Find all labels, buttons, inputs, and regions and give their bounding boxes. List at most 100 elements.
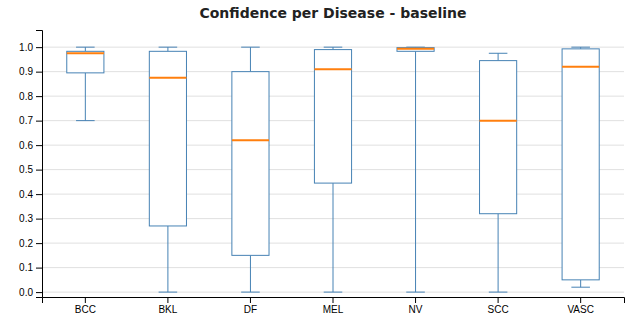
cap-high — [76, 47, 95, 48]
box-group — [397, 47, 434, 292]
x-tick: DF — [244, 297, 257, 315]
cap-low — [241, 292, 260, 293]
x-tick-mark — [167, 297, 168, 303]
median — [149, 77, 186, 79]
x-tick: MEL — [323, 297, 344, 315]
box-group — [232, 47, 269, 292]
x-axis: BCC BKL DF MEL NV SCC VASC — [43, 297, 625, 315]
x-tick-mark — [415, 297, 416, 303]
box-group — [480, 53, 517, 292]
chart: Confidence per Disease - baseline0.00.10… — [0, 0, 640, 323]
x-tick: VASC — [567, 297, 594, 315]
x-tick-mark — [333, 297, 334, 303]
y-tick: 0.5 — [19, 164, 42, 175]
y-tick-label: 0.0 — [19, 287, 33, 298]
y-tick-label: 0.3 — [19, 213, 33, 224]
y-tick-label: 0.6 — [19, 140, 33, 151]
cap-low — [406, 292, 425, 293]
cap-low — [489, 292, 508, 293]
x-tick-label: SCC — [488, 304, 509, 315]
x-tick-label: VASC — [567, 304, 594, 315]
median — [232, 139, 269, 141]
boxes — [67, 47, 599, 292]
y-tick-mark — [36, 170, 42, 171]
box-group — [149, 47, 186, 292]
median — [67, 52, 104, 54]
whisker-high — [250, 47, 251, 71]
cap-high — [159, 47, 178, 48]
grid-line — [42, 47, 624, 48]
whisker-high — [498, 53, 499, 60]
y-tick-label: 0.5 — [19, 164, 33, 175]
box-group — [314, 47, 351, 292]
whisker-low — [580, 280, 581, 287]
cap-low — [159, 292, 178, 293]
box — [397, 48, 434, 52]
x-tick-mark — [580, 297, 581, 303]
y-tick-label: 1.0 — [19, 42, 33, 53]
whisker-high — [85, 47, 86, 51]
y-tick-mark — [36, 268, 42, 269]
grid-line — [42, 292, 624, 293]
box-group — [562, 47, 599, 287]
whisker-low — [498, 214, 499, 292]
whisker-low — [167, 226, 168, 292]
y-tick-mark — [36, 243, 42, 244]
whisker-low — [333, 183, 334, 292]
median — [397, 48, 434, 50]
title: Confidence per Disease - baseline — [199, 5, 466, 21]
cap-high — [571, 47, 590, 48]
box — [314, 50, 351, 184]
median — [480, 120, 517, 122]
y-tick-mark — [36, 47, 42, 48]
y-tick: 0.2 — [19, 238, 42, 249]
cap-low — [76, 120, 95, 121]
x-tick-label: MEL — [323, 304, 344, 315]
y-tick-label: 0.2 — [19, 238, 33, 249]
x-tick-mark — [250, 297, 251, 303]
y-tick-label: 0.4 — [19, 189, 33, 200]
y-tick: 1.0 — [19, 42, 42, 53]
cap-low — [324, 292, 343, 293]
plot: 0.0 0.1 0.2 0.3 0.4 0.5 0.6 0.7 0.8 0.9 1.0 BCC BKL D… — [19, 31, 624, 316]
y-tick-label: 0.9 — [19, 66, 33, 77]
x-tick-label: BKL — [158, 304, 177, 315]
x-tick: SCC — [488, 297, 509, 315]
box — [67, 51, 104, 73]
median — [314, 68, 351, 70]
y-tick-mark — [36, 145, 42, 146]
box — [562, 49, 599, 280]
y-tick: 0.9 — [19, 66, 42, 77]
box — [149, 51, 186, 226]
y-tick-label: 0.1 — [19, 262, 33, 273]
y-tick-label: 0.8 — [19, 91, 33, 102]
cap-high — [241, 47, 260, 48]
y-tick: 0.4 — [19, 189, 42, 200]
x-tick: BKL — [158, 297, 177, 315]
y-tick: 0.1 — [19, 262, 42, 273]
y-tick-mark — [36, 72, 42, 73]
box — [480, 61, 517, 214]
y-tick-mark — [36, 219, 42, 220]
cap-low — [571, 287, 590, 288]
y-axis: 0.0 0.1 0.2 0.3 0.4 0.5 0.6 0.7 0.8 0.9 1.0 — [19, 31, 42, 298]
whisker-high — [167, 47, 168, 51]
box-group — [67, 47, 104, 120]
x-tick: NV — [409, 297, 423, 315]
y-axis-line — [36, 31, 43, 298]
x-tick-label: NV — [409, 304, 423, 315]
median — [562, 66, 599, 68]
cap-high — [324, 47, 343, 48]
x-tick-mark — [85, 297, 86, 303]
whisker-low — [85, 73, 86, 121]
y-tick: 0.7 — [19, 115, 42, 126]
y-tick-mark — [36, 96, 42, 97]
x-axis-line — [43, 298, 625, 304]
y-tick: 0.6 — [19, 140, 42, 151]
y-tick-mark — [36, 194, 42, 195]
x-tick-label: DF — [244, 304, 257, 315]
cap-high — [489, 53, 508, 54]
y-tick-label: 0.7 — [19, 115, 33, 126]
x-tick-label: BCC — [75, 304, 96, 315]
y-tick-mark — [36, 121, 42, 122]
